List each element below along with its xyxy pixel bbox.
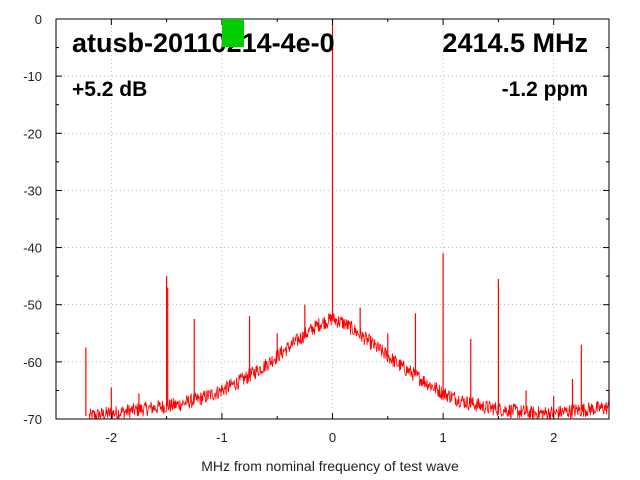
x-tick-label: 1 — [439, 430, 446, 445]
x-tick-label: 0 — [329, 430, 336, 445]
axis-ticks — [55, 18, 610, 420]
frequency-label: 2414.5 MHz — [442, 28, 588, 58]
spur-lines — [85, 19, 610, 417]
data-layer — [85, 19, 610, 420]
y-tick-label: 0 — [35, 12, 42, 27]
y-tick-label: -30 — [23, 183, 42, 198]
x-tick-label: 2 — [550, 430, 557, 445]
y-tick-label: -40 — [23, 241, 42, 256]
device-label: atusb-20110214-4e-0 — [72, 28, 335, 58]
status-indicator — [222, 19, 244, 47]
gain-label: +5.2 dB — [72, 78, 147, 101]
x-axis-label: MHz from nominal frequency of test wave — [201, 458, 459, 474]
y-tick-label: -10 — [23, 69, 42, 84]
y-tick-label: -60 — [23, 355, 42, 370]
tick-labels: -2 -1 0 1 20-10-20-30-40-50-60-70 — [23, 12, 557, 445]
y-tick-label: -50 — [23, 298, 42, 313]
x-tick-label: -1 — [216, 430, 228, 445]
x-tick-label: -2 — [106, 430, 118, 445]
noise-floor-trace — [88, 313, 610, 420]
y-tick-label: -70 — [23, 412, 42, 427]
y-tick-label: -20 — [23, 126, 42, 141]
offset-label: -1.2 ppm — [502, 78, 588, 101]
